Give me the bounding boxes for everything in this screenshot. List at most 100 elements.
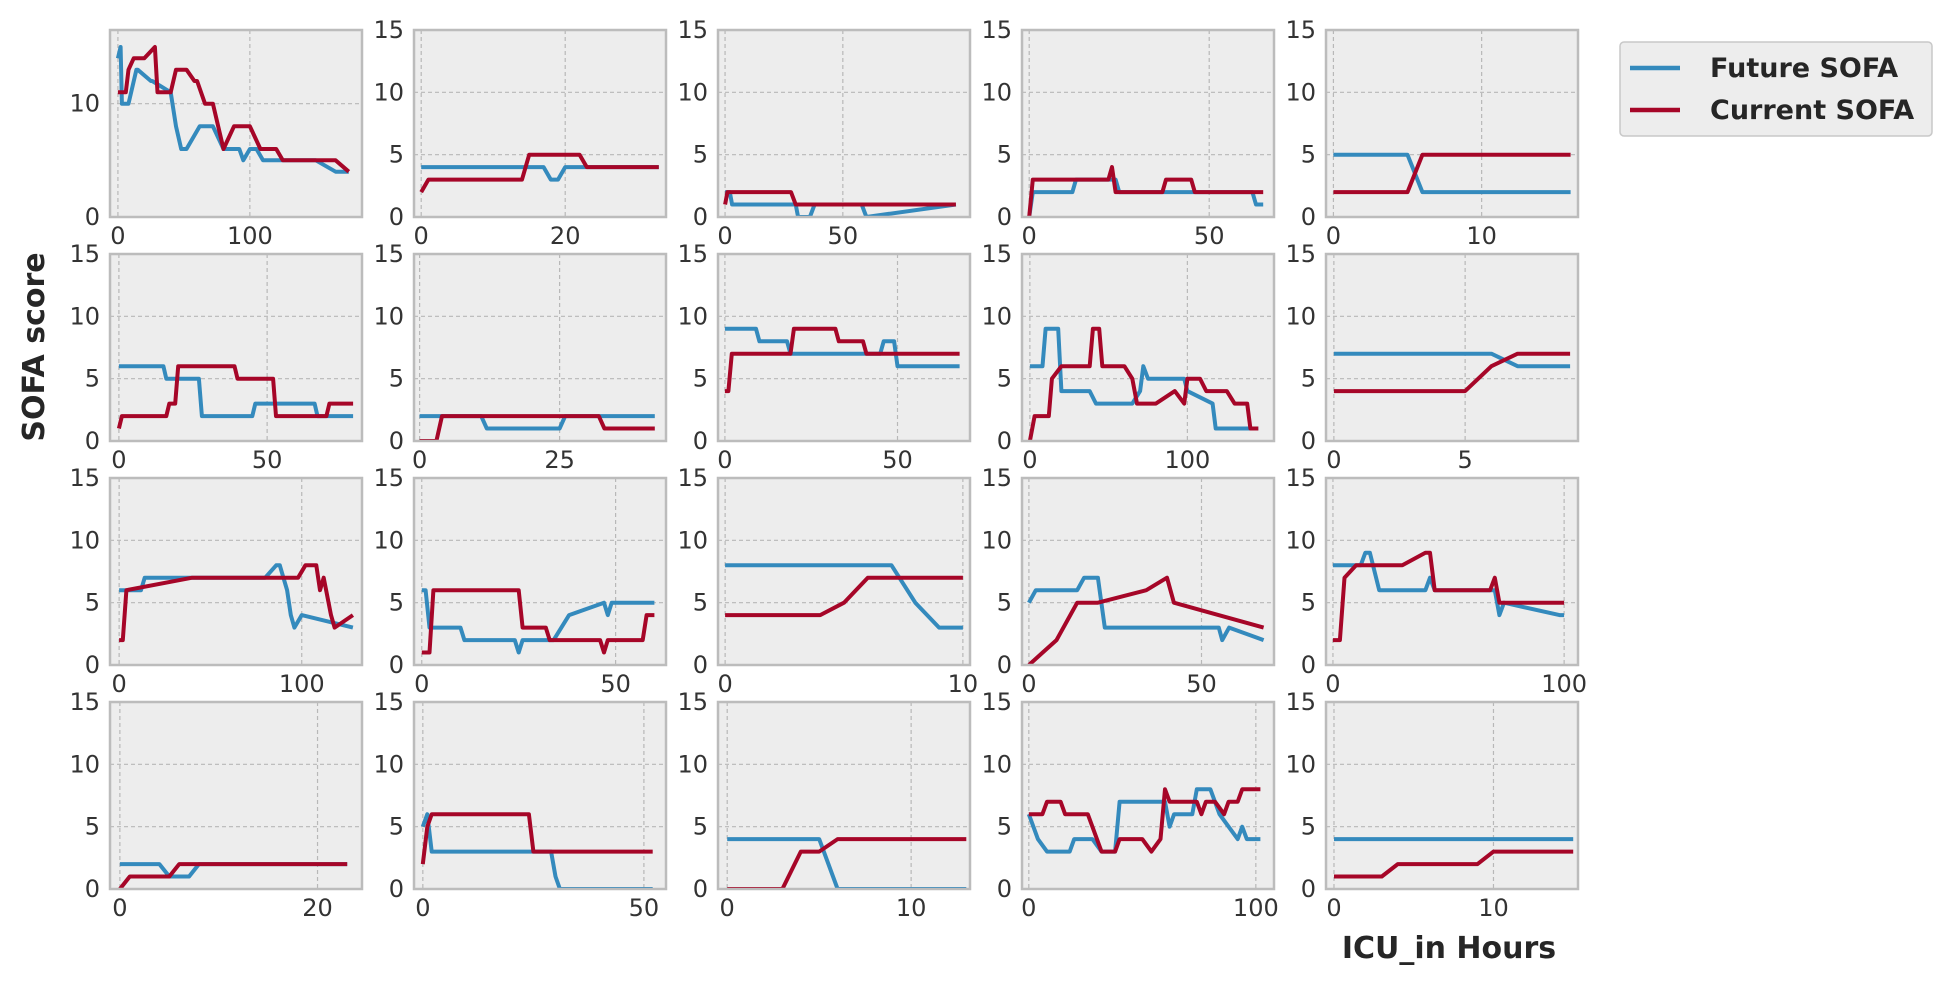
- current-sofa-line: [1027, 326, 1259, 441]
- y-tick-label: 15: [69, 688, 100, 716]
- y-tick-label: 0: [997, 427, 1012, 455]
- y-tick-label: 15: [677, 16, 708, 44]
- x-tick-label: 0: [1021, 670, 1036, 698]
- plot-frame: [716, 252, 972, 443]
- y-tick-label: 5: [997, 589, 1012, 617]
- y-tick-label: 0: [85, 427, 100, 455]
- y-tick-label: 0: [389, 203, 404, 231]
- x-tick-label: 50: [882, 446, 913, 474]
- legend: Future SOFA Current SOFA: [1619, 41, 1933, 137]
- subplot-7: 0 25 0 5 10 15: [373, 240, 668, 474]
- subplot-6: 0 50 0 5 10 15: [69, 240, 364, 474]
- x-tick-label: 0: [1326, 446, 1341, 474]
- y-tick-label: 0: [1301, 651, 1316, 679]
- y-tick-label: 0: [693, 427, 708, 455]
- y-tick-label: 0: [1301, 427, 1316, 455]
- plot-area: [1022, 254, 1274, 441]
- subplot-1: 0 100 0 10: [69, 28, 364, 250]
- subplot-5: 0 10 0 5 10 15: [1285, 16, 1580, 250]
- y-tick-label: 10: [677, 302, 708, 330]
- plot-area: [1326, 30, 1578, 217]
- y-axis-label: SOFA score: [17, 252, 52, 441]
- y-tick-label: 15: [373, 464, 404, 492]
- plot-frame: [1324, 252, 1580, 443]
- y-tick-label: 0: [389, 651, 404, 679]
- plot-area: [718, 702, 970, 889]
- plot-area: [110, 702, 362, 889]
- y-tick-label: 0: [693, 203, 708, 231]
- y-tick-label: 0: [389, 427, 404, 455]
- plot-frame: [1020, 700, 1276, 891]
- plot-area: [414, 702, 666, 889]
- y-tick-label: 5: [1301, 141, 1316, 169]
- y-tick-label: 15: [69, 464, 100, 492]
- x-tick-label: 100: [279, 670, 325, 698]
- y-tick-label: 5: [997, 141, 1012, 169]
- x-tick-label: 0: [111, 446, 126, 474]
- x-tick-label: 0: [1022, 446, 1037, 474]
- future-sofa-line: [725, 563, 963, 630]
- plot-frame: [716, 700, 972, 891]
- y-tick-label: 10: [69, 90, 100, 118]
- x-tick-label: 0: [1021, 894, 1036, 922]
- plot-area: [414, 478, 666, 665]
- x-tick-label: 0: [717, 446, 732, 474]
- y-tick-label: 5: [1301, 813, 1316, 841]
- subplot-13: 0 10 0 5 10 15: [677, 464, 978, 698]
- x-tick-label: 0: [414, 670, 429, 698]
- future-sofa-line: [727, 837, 967, 889]
- y-tick-label: 10: [69, 302, 100, 330]
- y-tick-label: 15: [373, 688, 404, 716]
- y-tick-label: 0: [693, 875, 708, 903]
- x-tick-label: 10: [1466, 222, 1497, 250]
- current-sofa-line: [1333, 351, 1571, 394]
- y-tick-label: 15: [1285, 240, 1316, 268]
- y-tick-label: 10: [69, 526, 100, 554]
- y-tick-label: 10: [373, 750, 404, 778]
- subplot-14: 0 50 0 5 10 15: [981, 464, 1276, 698]
- subplot-18: 0 10 0 5 10 15: [677, 688, 972, 922]
- x-tick-label: 20: [302, 894, 333, 922]
- y-tick-label: 5: [389, 365, 404, 393]
- current-sofa-line: [116, 364, 354, 429]
- x-tick-label: 0: [717, 670, 732, 698]
- y-tick-label: 5: [997, 365, 1012, 393]
- y-tick-label: 15: [981, 688, 1012, 716]
- x-tick-label: 0: [1326, 222, 1341, 250]
- x-tick-label: 10: [948, 670, 979, 698]
- plot-area: [1326, 478, 1578, 665]
- plot-frame: [1020, 28, 1276, 219]
- subplot-17: 0 50 0 5 10 15: [373, 688, 668, 922]
- plot-frame: [108, 28, 364, 219]
- y-tick-label: 15: [1285, 464, 1316, 492]
- current-sofa-line: [727, 837, 967, 889]
- x-tick-label: 0: [110, 222, 125, 250]
- x-tick-label: 0: [1325, 670, 1340, 698]
- y-tick-label: 10: [69, 750, 100, 778]
- y-tick-label: 10: [373, 526, 404, 554]
- y-tick-label: 10: [373, 78, 404, 106]
- x-tick-label: 0: [1022, 222, 1037, 250]
- plot-area: [1022, 702, 1274, 889]
- plot-area: [718, 30, 970, 217]
- current-sofa-line: [723, 190, 956, 207]
- future-sofa-line: [725, 190, 957, 217]
- future-sofa-line: [421, 165, 659, 182]
- future-sofa-line: [1029, 326, 1259, 431]
- y-tick-label: 10: [677, 526, 708, 554]
- y-tick-label: 5: [389, 141, 404, 169]
- subplot-12: 0 50 0 5 10 15: [373, 464, 668, 698]
- legend-future-label: Future SOFA: [1710, 53, 1898, 84]
- y-tick-label: 15: [981, 16, 1012, 44]
- plot-frame: [716, 28, 972, 219]
- current-sofa-line: [1334, 849, 1574, 879]
- plot-frame: [1324, 476, 1580, 667]
- x-tick-label: 50: [629, 894, 660, 922]
- plot-area: [1326, 702, 1578, 889]
- plot-area: [1022, 478, 1274, 665]
- x-tick-label: 20: [550, 222, 581, 250]
- x-tick-label: 100: [1164, 446, 1210, 474]
- future-sofa-line: [118, 364, 354, 419]
- y-tick-label: 5: [997, 813, 1012, 841]
- subplot-10: 0 5 0 5 10 15: [1285, 240, 1580, 474]
